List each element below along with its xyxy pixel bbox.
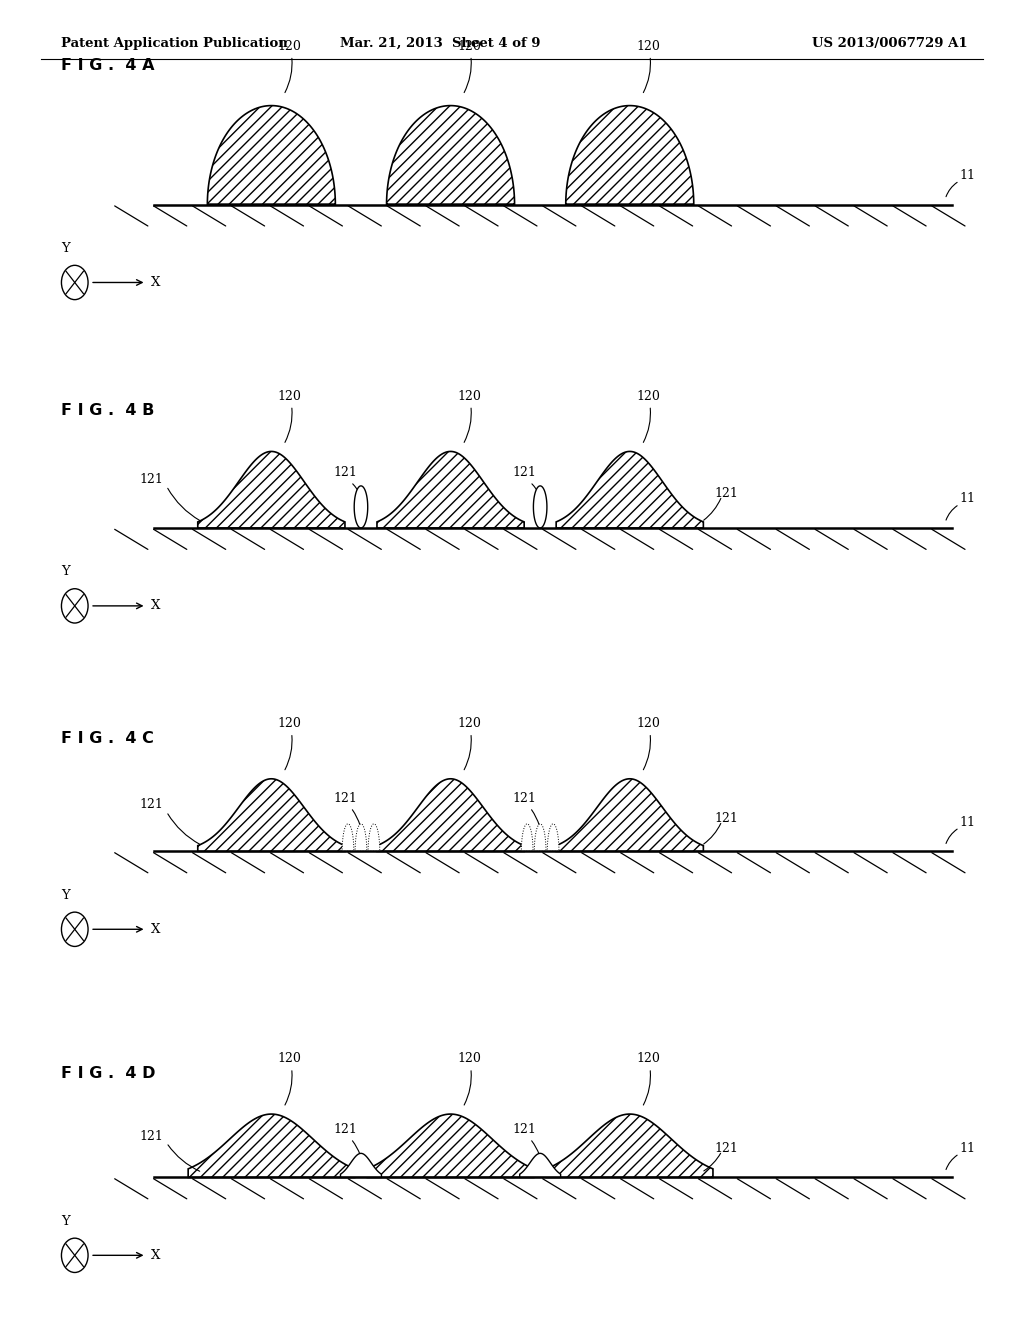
Text: Y: Y [61, 565, 71, 578]
Text: 120: 120 [278, 1052, 302, 1105]
Text: 121: 121 [513, 1123, 537, 1137]
Polygon shape [198, 779, 345, 851]
Text: 121: 121 [139, 473, 163, 486]
Text: X: X [151, 599, 160, 612]
Text: F I G .  4 C: F I G . 4 C [61, 731, 155, 746]
Polygon shape [556, 779, 703, 851]
Text: F I G .  4 B: F I G . 4 B [61, 404, 155, 418]
Text: Patent Application Publication: Patent Application Publication [61, 37, 288, 50]
Polygon shape [355, 824, 367, 851]
Text: 121: 121 [334, 1123, 357, 1137]
Polygon shape [342, 824, 354, 851]
Text: 11: 11 [959, 1142, 976, 1155]
Text: X: X [151, 276, 160, 289]
Text: X: X [151, 923, 160, 936]
Polygon shape [377, 451, 524, 528]
Text: 121: 121 [139, 799, 163, 812]
Polygon shape [547, 1114, 713, 1177]
Polygon shape [377, 779, 524, 851]
Polygon shape [368, 1114, 534, 1177]
Polygon shape [565, 106, 694, 205]
Text: 121: 121 [334, 792, 357, 805]
Text: 120: 120 [457, 40, 481, 92]
Text: US 2013/0067729 A1: US 2013/0067729 A1 [812, 37, 968, 50]
Text: 120: 120 [457, 389, 481, 442]
Text: 11: 11 [959, 492, 976, 506]
Polygon shape [188, 1114, 354, 1177]
Polygon shape [207, 106, 336, 205]
Text: 120: 120 [636, 717, 660, 770]
Polygon shape [368, 824, 380, 851]
Text: Y: Y [61, 888, 71, 902]
Text: 121: 121 [513, 792, 537, 805]
Text: 121: 121 [715, 812, 738, 825]
Text: Y: Y [61, 242, 71, 255]
Polygon shape [521, 824, 534, 851]
Polygon shape [354, 486, 368, 528]
Text: Y: Y [61, 1214, 71, 1228]
Polygon shape [340, 1154, 382, 1177]
Text: 120: 120 [636, 1052, 660, 1105]
Text: 121: 121 [715, 487, 738, 500]
Polygon shape [535, 824, 546, 851]
Text: 121: 121 [715, 1142, 738, 1155]
Text: X: X [151, 1249, 160, 1262]
Text: 121: 121 [139, 1130, 163, 1143]
Text: 120: 120 [636, 40, 660, 92]
Text: 121: 121 [334, 466, 357, 479]
Polygon shape [519, 1154, 561, 1177]
Polygon shape [198, 451, 345, 528]
Text: 11: 11 [959, 169, 976, 182]
Text: F I G .  4 D: F I G . 4 D [61, 1067, 156, 1081]
Polygon shape [387, 106, 514, 205]
Text: 120: 120 [278, 389, 302, 442]
Text: 120: 120 [278, 40, 302, 92]
Text: 120: 120 [457, 717, 481, 770]
Polygon shape [556, 451, 703, 528]
Text: Mar. 21, 2013  Sheet 4 of 9: Mar. 21, 2013 Sheet 4 of 9 [340, 37, 541, 50]
Text: F I G .  4 A: F I G . 4 A [61, 58, 155, 73]
Text: 121: 121 [513, 466, 537, 479]
Text: 11: 11 [959, 816, 976, 829]
Text: 120: 120 [457, 1052, 481, 1105]
Text: 120: 120 [636, 389, 660, 442]
Text: 120: 120 [278, 717, 302, 770]
Polygon shape [534, 486, 547, 528]
Polygon shape [547, 824, 559, 851]
